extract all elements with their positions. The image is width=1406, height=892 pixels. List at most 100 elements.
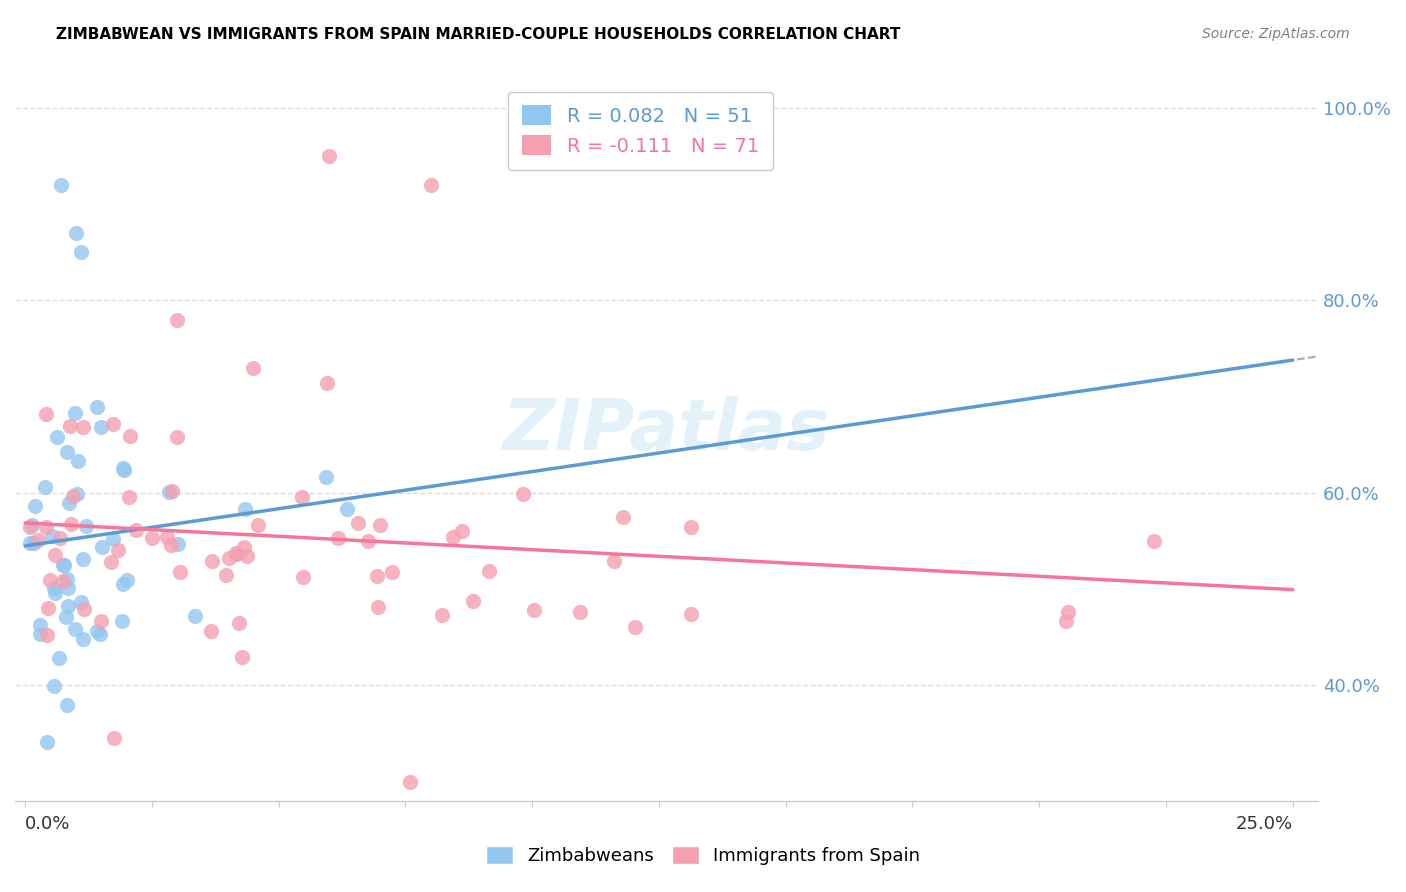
Text: Source: ZipAtlas.com: Source: ZipAtlas.com (1202, 27, 1350, 41)
Zimbabweans (101, 532, 124, 546)
Immigrants from Spain (381, 565, 404, 579)
Immigrants from Spain (512, 486, 534, 500)
Zimbabweans (67, 454, 90, 468)
Zimbabweans (35, 735, 58, 749)
Immigrants from Spain (169, 565, 191, 579)
Immigrants from Spain (103, 731, 125, 746)
Zimbabweans (65, 226, 87, 240)
Zimbabweans (111, 577, 134, 591)
Zimbabweans (72, 632, 94, 646)
Immigrants from Spain (612, 509, 634, 524)
Text: 0.0%: 0.0% (25, 815, 70, 833)
Immigrants from Spain (101, 417, 124, 431)
Zimbabweans (65, 622, 87, 636)
Immigrants from Spain (62, 490, 84, 504)
Immigrants from Spain (35, 407, 58, 421)
Zimbabweans (72, 552, 94, 566)
Immigrants from Spain (35, 520, 58, 534)
Immigrants from Spain (90, 615, 112, 629)
Immigrants from Spain (367, 599, 389, 614)
Immigrants from Spain (291, 570, 314, 584)
Immigrants from Spain (27, 533, 49, 547)
Immigrants from Spain (225, 546, 247, 560)
Text: ZIPatlas: ZIPatlas (503, 396, 831, 465)
Zimbabweans (52, 558, 75, 572)
Zimbabweans (56, 698, 79, 712)
Zimbabweans (157, 485, 180, 500)
Zimbabweans (315, 470, 337, 484)
Immigrants from Spain (52, 574, 75, 589)
Immigrants from Spain (201, 554, 224, 568)
Immigrants from Spain (228, 616, 250, 631)
Zimbabweans (44, 586, 66, 600)
Zimbabweans (167, 537, 190, 551)
Zimbabweans (21, 518, 44, 533)
Text: ZIMBABWEAN VS IMMIGRANTS FROM SPAIN MARRIED-COUPLE HOUSEHOLDS CORRELATION CHART: ZIMBABWEAN VS IMMIGRANTS FROM SPAIN MARR… (56, 27, 901, 42)
Zimbabweans (41, 529, 63, 543)
Zimbabweans (58, 496, 80, 510)
Immigrants from Spain (347, 516, 370, 530)
Immigrants from Spain (59, 418, 82, 433)
Immigrants from Spain (679, 607, 702, 621)
Immigrants from Spain (441, 531, 464, 545)
Zimbabweans (90, 540, 112, 554)
Immigrants from Spain (72, 420, 94, 434)
Zimbabweans (44, 679, 66, 693)
Immigrants from Spain (118, 491, 141, 505)
Immigrants from Spain (125, 523, 148, 537)
Immigrants from Spain (291, 490, 314, 504)
Immigrants from Spain (624, 620, 647, 634)
Immigrants from Spain (44, 548, 66, 562)
Immigrants from Spain (49, 531, 72, 545)
Immigrants from Spain (166, 312, 188, 326)
Immigrants from Spain (231, 650, 253, 665)
Zimbabweans (30, 626, 52, 640)
Zimbabweans (233, 501, 256, 516)
Zimbabweans (48, 651, 70, 665)
Immigrants from Spain (246, 518, 269, 533)
Immigrants from Spain (141, 531, 163, 545)
Immigrants from Spain (679, 519, 702, 533)
Immigrants from Spain (37, 601, 59, 615)
Immigrants from Spain (162, 484, 184, 499)
Immigrants from Spain (235, 549, 257, 563)
Immigrants from Spain (523, 603, 546, 617)
Zimbabweans (112, 461, 135, 475)
Immigrants from Spain (18, 519, 41, 533)
Zimbabweans (24, 536, 46, 550)
Immigrants from Spain (225, 547, 247, 561)
Immigrants from Spain (461, 594, 484, 608)
Immigrants from Spain (366, 569, 388, 583)
Zimbabweans (70, 594, 93, 608)
Zimbabweans (75, 519, 97, 533)
Zimbabweans (52, 558, 75, 572)
Immigrants from Spain (60, 516, 83, 531)
Immigrants from Spain (326, 531, 349, 545)
Zimbabweans (46, 429, 69, 443)
Immigrants from Spain (368, 518, 391, 533)
Immigrants from Spain (100, 555, 122, 569)
Zimbabweans (111, 615, 134, 629)
Immigrants from Spain (200, 624, 222, 638)
Text: 25.0%: 25.0% (1236, 815, 1292, 833)
Legend: Zimbabweans, Immigrants from Spain: Zimbabweans, Immigrants from Spain (477, 837, 929, 874)
Zimbabweans (66, 487, 89, 501)
Zimbabweans (89, 626, 111, 640)
Zimbabweans (49, 178, 72, 192)
Zimbabweans (24, 499, 46, 513)
Zimbabweans (42, 581, 65, 595)
Immigrants from Spain (430, 608, 453, 623)
Immigrants from Spain (118, 429, 141, 443)
Immigrants from Spain (35, 627, 58, 641)
Zimbabweans (115, 574, 138, 588)
Immigrants from Spain (316, 376, 339, 390)
Immigrants from Spain (107, 543, 129, 558)
Zimbabweans (56, 572, 79, 586)
Immigrants from Spain (568, 605, 591, 619)
Zimbabweans (28, 617, 51, 632)
Zimbabweans (56, 599, 79, 614)
Immigrants from Spain (399, 774, 422, 789)
Immigrants from Spain (242, 360, 264, 375)
Zimbabweans (56, 444, 79, 458)
Zimbabweans (18, 536, 41, 550)
